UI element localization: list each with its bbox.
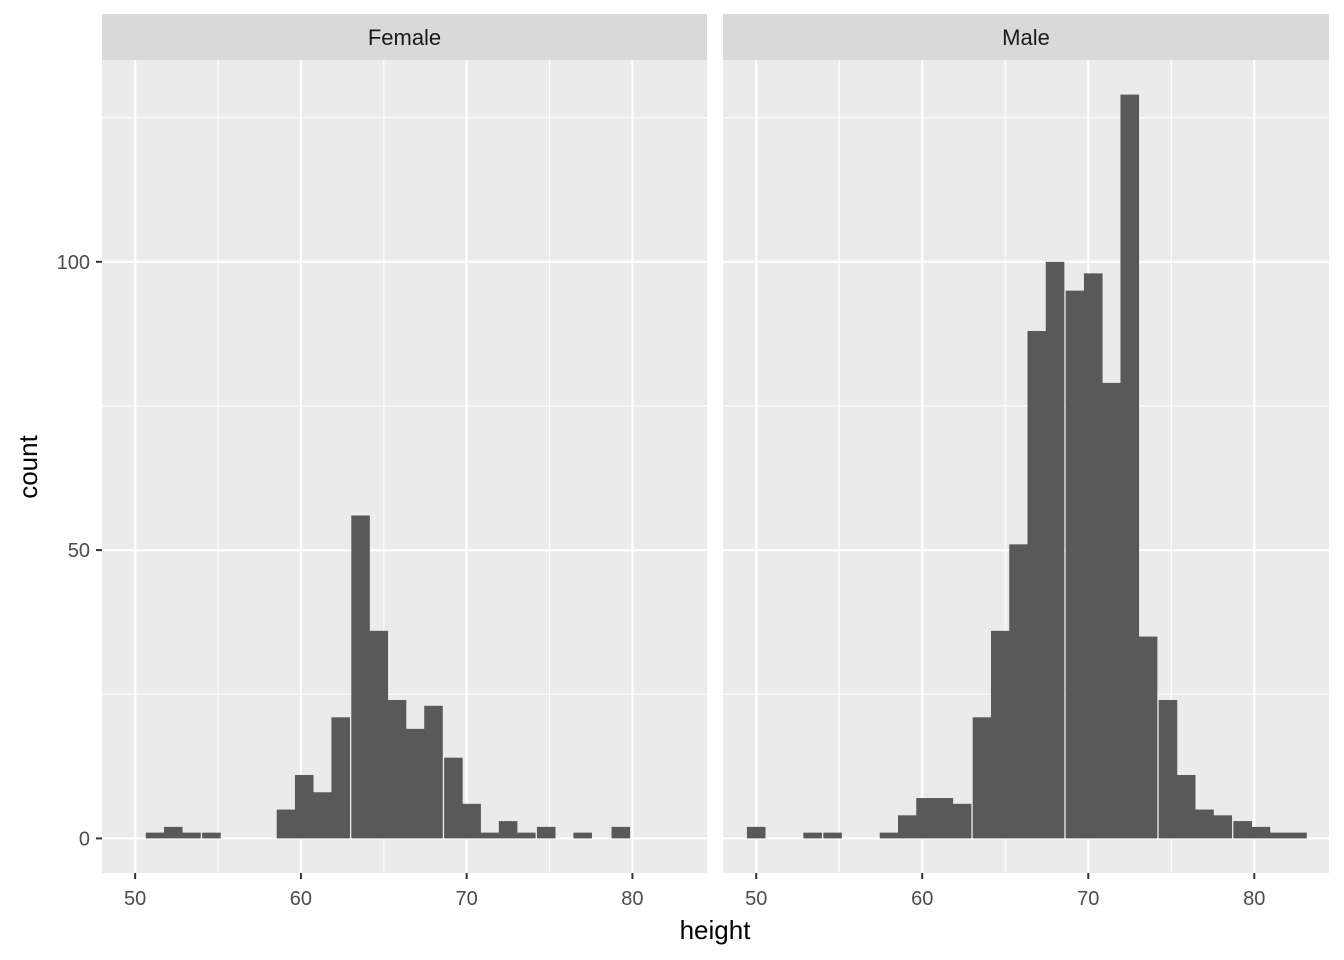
histogram-bar (369, 630, 389, 839)
strip-male (723, 14, 1329, 60)
x-tick-label: 50 (124, 888, 146, 910)
histogram-bar (1102, 382, 1121, 839)
histogram-bar (294, 774, 314, 839)
facet-panels: Female 50 60 70 80 0 50 100 Male 50 60 70 80 (57, 14, 1329, 910)
x-tick-label: 60 (290, 888, 312, 910)
histogram-bar (163, 826, 183, 839)
x-tick-label: 70 (1077, 888, 1099, 910)
x-tick-label: 50 (745, 888, 767, 910)
histogram-bar (1251, 826, 1271, 839)
histogram-bar (1195, 809, 1214, 839)
histogram-bar (276, 809, 296, 839)
histogram-bar (952, 803, 972, 839)
histogram-bar (1009, 544, 1028, 839)
x-tick-label: 80 (621, 888, 643, 910)
histogram-bar (182, 832, 201, 839)
histogram-bar (462, 803, 481, 839)
histogram-bar (517, 832, 536, 839)
y-axis-title: count (13, 434, 43, 498)
histogram-bar (1158, 700, 1178, 839)
histogram-bar (405, 728, 425, 839)
strip-female (102, 14, 707, 60)
histogram-bar (313, 792, 332, 839)
x-axis-title: height (680, 915, 752, 945)
histogram-bar (498, 821, 518, 839)
x-tick-label: 80 (1243, 888, 1265, 910)
histogram-bar (1288, 832, 1307, 839)
histogram-bar (1269, 832, 1289, 839)
x-tick-label: 70 (456, 888, 478, 910)
histogram-bar (934, 798, 954, 839)
histogram-bar (387, 700, 407, 839)
y-tick-label: 50 (68, 540, 90, 562)
strip-label-female: Female (368, 25, 441, 50)
panel-male: Male 50 60 70 80 (723, 14, 1329, 910)
histogram-bar (972, 717, 992, 839)
histogram-bar (536, 826, 556, 839)
histogram-bar (746, 826, 766, 839)
histogram-bar (424, 705, 443, 839)
histogram-bar (480, 832, 500, 839)
histogram-bar (331, 717, 350, 839)
histogram-bar (1045, 261, 1065, 839)
y-tick-label: 100 (57, 252, 90, 274)
histogram-bar (803, 832, 822, 839)
histogram-bar (1027, 331, 1047, 839)
strip-label-male: Male (1002, 25, 1050, 50)
histogram-bar (990, 630, 1010, 839)
histogram-bar (1083, 273, 1103, 839)
histogram-bar (1120, 94, 1140, 839)
histogram-bar (897, 815, 917, 839)
histogram-bar (1176, 774, 1196, 839)
histogram-bar (916, 798, 935, 839)
histogram-bar (444, 757, 463, 839)
histogram-bar (351, 515, 370, 839)
histogram-bar (202, 832, 221, 839)
panel-female: Female 50 60 70 80 0 50 100 (57, 14, 707, 910)
y-tick-label: 0 (79, 828, 90, 850)
histogram-bar (1213, 815, 1233, 839)
x-tick-label: 60 (911, 888, 933, 910)
histogram-bar (145, 832, 165, 839)
histogram-bar (573, 832, 592, 839)
histogram-bar (1233, 821, 1252, 839)
histogram-bar (1065, 290, 1085, 839)
histogram-bar (1138, 636, 1158, 839)
histogram-bar (611, 826, 631, 839)
histogram-bar (823, 832, 842, 839)
histogram-bar (879, 832, 899, 839)
